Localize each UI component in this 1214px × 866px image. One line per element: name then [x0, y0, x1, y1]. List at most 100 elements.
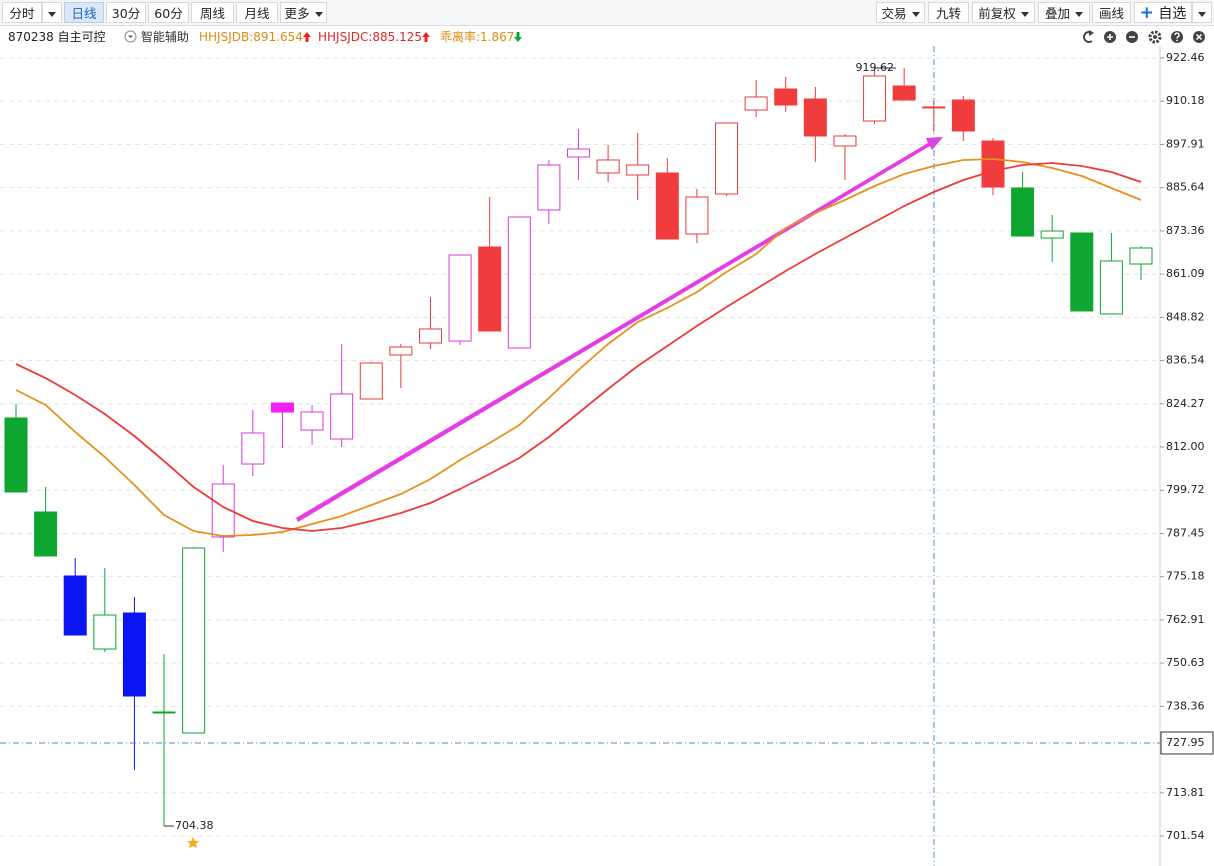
- candle-body: [211, 483, 235, 538]
- refresh-icon[interactable]: [1083, 30, 1094, 43]
- candle-body: [4, 417, 28, 493]
- tab[interactable]: 分时: [2, 2, 42, 23]
- candle: [774, 77, 798, 112]
- star-icon: [187, 837, 199, 848]
- candle: [744, 80, 768, 117]
- button[interactable]: 九转: [928, 2, 969, 23]
- candle-body: [1099, 260, 1123, 315]
- candle-body: [1011, 187, 1035, 237]
- tab[interactable]: 60分: [148, 2, 189, 23]
- dropdown[interactable]: [1192, 2, 1212, 23]
- candle: [803, 87, 827, 162]
- candle: [1070, 232, 1094, 312]
- low-label: 704.38: [175, 819, 214, 832]
- candle-body: [300, 411, 324, 431]
- candle: [1129, 246, 1153, 280]
- dropdown[interactable]: [42, 2, 62, 23]
- candle-body: [744, 96, 768, 111]
- y-tick-label: 775.18: [1166, 570, 1205, 583]
- y-tick-label: 787.45: [1166, 526, 1205, 539]
- candle-body: [655, 172, 679, 240]
- candle: [537, 159, 561, 225]
- candle: [981, 138, 1005, 195]
- candle-body: [774, 88, 798, 106]
- legend-item: HHJSJDC:885.125: [318, 27, 431, 47]
- bias-text: 乖离率:1.867: [440, 30, 515, 44]
- candle-body: [389, 346, 413, 356]
- button[interactable]: 叠加: [1038, 2, 1090, 23]
- candle: [122, 596, 146, 771]
- candle-body: [863, 75, 887, 122]
- button[interactable]: + 自选: [1134, 2, 1192, 23]
- candle-body: [241, 432, 265, 465]
- tab[interactable]: 月线: [236, 2, 278, 23]
- candle-body: [1070, 232, 1094, 312]
- candle: [418, 297, 442, 349]
- candle: [211, 464, 235, 553]
- candle-body: [715, 122, 739, 195]
- candle-body: [1129, 247, 1153, 265]
- zoom-in-icon[interactable]: [1104, 31, 1116, 43]
- candle: [1099, 232, 1123, 315]
- y-tick-label: 897.91: [1166, 137, 1205, 150]
- y-tick-label: 836.54: [1166, 354, 1205, 367]
- toolbar: 分时 日线 30分 60分 周线 月线 更多 交易 九转 前复权 叠加 画线 +…: [0, 0, 1214, 26]
- candle-body: [182, 547, 206, 734]
- candle-body: [685, 196, 709, 235]
- y-tick-label: 750.63: [1166, 656, 1205, 669]
- candle: [892, 67, 916, 101]
- candle: [655, 158, 679, 240]
- tab[interactable]: 日线: [64, 2, 104, 23]
- plus-icon: +: [1139, 3, 1154, 23]
- chart-tools: [1083, 30, 1205, 44]
- down-arrow: [514, 32, 523, 42]
- y-tick-label: 738.36: [1166, 699, 1205, 712]
- candle: [182, 547, 206, 734]
- settings-icon[interactable]: [1148, 30, 1162, 44]
- candle: [241, 409, 265, 476]
- candle-body: [122, 612, 146, 697]
- tab[interactable]: 周线: [191, 2, 234, 23]
- candle: [4, 403, 28, 493]
- legend-text: HHJSJDC:885.125: [318, 30, 423, 44]
- legend-item: HHJSJDB:891.654: [199, 27, 311, 47]
- tab[interactable]: 30分: [106, 2, 146, 23]
- candle-body: [93, 614, 117, 650]
- candle-body: [596, 159, 620, 174]
- trend-arrow: [296, 137, 943, 522]
- candle: [389, 343, 413, 389]
- button[interactable]: 交易: [876, 2, 925, 23]
- up-arrow: [422, 32, 431, 42]
- crosshair-label-box: [1160, 731, 1214, 755]
- y-tick-label: 762.91: [1166, 613, 1205, 626]
- candle: [359, 361, 383, 400]
- candle: [833, 133, 857, 180]
- candle: [330, 343, 354, 447]
- candle-body: [418, 328, 442, 344]
- candle: [685, 188, 709, 243]
- y-tick-label: 799.72: [1166, 483, 1205, 496]
- candle-body: [537, 164, 561, 211]
- candle-body: [359, 362, 383, 400]
- y-tick-label: 910.18: [1166, 94, 1205, 107]
- bias: 乖离率:1.867: [440, 27, 523, 47]
- candle-body: [507, 216, 531, 349]
- assist[interactable]: 智能辅助: [124, 27, 189, 47]
- label: 前复权: [978, 6, 1016, 21]
- candle: [1011, 171, 1035, 237]
- candle: [152, 653, 176, 826]
- button[interactable]: 前复权: [972, 2, 1035, 23]
- y-tick-label: 701.54: [1166, 829, 1205, 842]
- candle-body: [803, 98, 827, 137]
- close-icon[interactable]: [1193, 31, 1205, 43]
- help-icon[interactable]: [1171, 31, 1183, 43]
- tab[interactable]: 更多: [280, 2, 327, 23]
- candle: [922, 100, 946, 132]
- candle: [93, 567, 117, 652]
- candle: [34, 487, 58, 557]
- button[interactable]: 画线: [1092, 2, 1131, 23]
- candle-body: [478, 246, 502, 332]
- zoom-out-icon[interactable]: [1126, 31, 1138, 43]
